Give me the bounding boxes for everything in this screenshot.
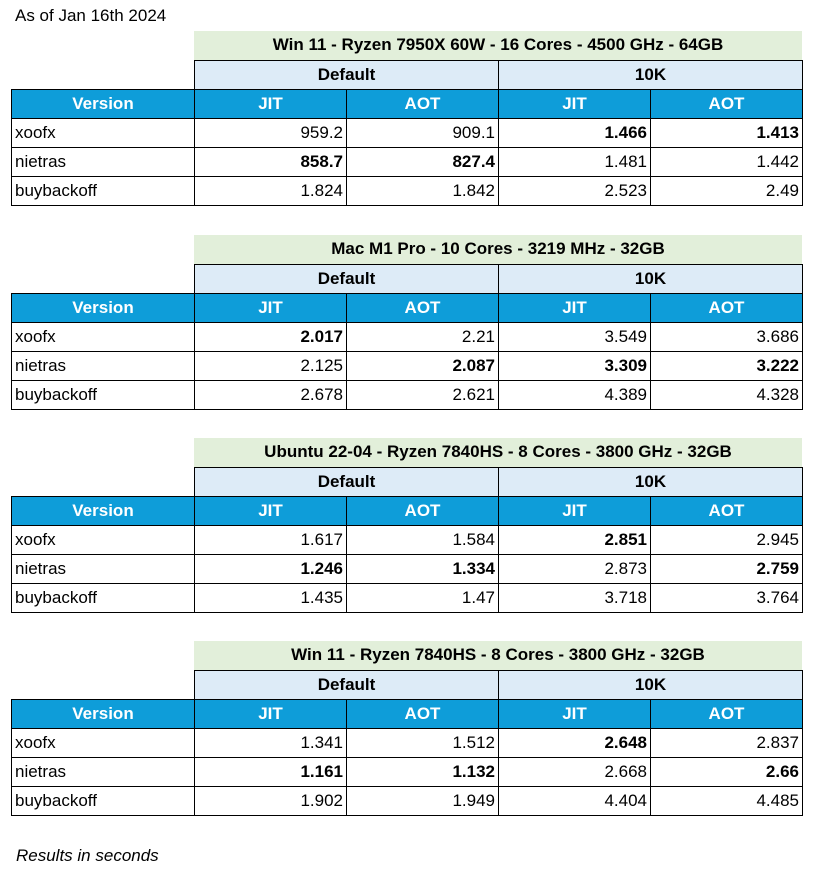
group-header-default: Default xyxy=(194,467,499,497)
group-header-10k: 10K xyxy=(498,467,803,497)
column-header-jit: JIT xyxy=(498,293,651,323)
time-cell: 1.132 xyxy=(346,757,499,787)
time-cell: 1.466 xyxy=(498,118,651,148)
time-cell: 959.2 xyxy=(194,118,347,148)
time-cell: 2.668 xyxy=(498,757,651,787)
time-cell: 1.584 xyxy=(346,525,499,555)
time-cell: 2.621 xyxy=(346,380,499,410)
column-header-aot: AOT xyxy=(346,89,499,119)
version-cell: buybackoff xyxy=(11,786,195,816)
group-header-10k: 10K xyxy=(498,264,803,294)
column-header-version: Version xyxy=(11,496,195,526)
time-cell: 2.087 xyxy=(346,351,499,381)
block-title: Ubuntu 22-04 - Ryzen 7840HS - 8 Cores - … xyxy=(194,438,802,467)
column-header-aot: AOT xyxy=(346,699,499,729)
time-cell: 3.309 xyxy=(498,351,651,381)
time-cell: 3.764 xyxy=(650,583,803,613)
time-cell: 2.49 xyxy=(650,176,803,206)
time-cell: 1.902 xyxy=(194,786,347,816)
time-cell: 2.523 xyxy=(498,176,651,206)
block-title: Mac M1 Pro - 10 Cores - 3219 MHz - 32GB xyxy=(194,235,802,264)
time-cell: 827.4 xyxy=(346,147,499,177)
time-cell: 858.7 xyxy=(194,147,347,177)
column-header-aot: AOT xyxy=(650,699,803,729)
column-header-aot: AOT xyxy=(346,496,499,526)
time-cell: 1.246 xyxy=(194,554,347,584)
time-cell: 2.945 xyxy=(650,525,803,555)
time-cell: 1.512 xyxy=(346,728,499,758)
version-cell: nietras xyxy=(11,757,195,787)
time-cell: 1.842 xyxy=(346,176,499,206)
version-cell: buybackoff xyxy=(11,380,195,410)
time-cell: 4.485 xyxy=(650,786,803,816)
time-cell: 909.1 xyxy=(346,118,499,148)
column-header-jit: JIT xyxy=(194,293,347,323)
column-header-aot: AOT xyxy=(650,293,803,323)
version-cell: buybackoff xyxy=(11,583,195,613)
time-cell: 1.949 xyxy=(346,786,499,816)
version-cell: buybackoff xyxy=(11,176,195,206)
time-cell: 2.125 xyxy=(194,351,347,381)
column-header-jit: JIT xyxy=(498,496,651,526)
column-header-version: Version xyxy=(11,699,195,729)
time-cell: 3.549 xyxy=(498,322,651,352)
column-header-jit: JIT xyxy=(498,699,651,729)
column-header-aot: AOT xyxy=(650,89,803,119)
time-cell: 2.678 xyxy=(194,380,347,410)
time-cell: 1.334 xyxy=(346,554,499,584)
benchmark-block: Win 11 - Ryzen 7950X 60W - 16 Cores - 45… xyxy=(0,31,821,207)
column-header-jit: JIT xyxy=(498,89,651,119)
time-cell: 4.328 xyxy=(650,380,803,410)
group-header-default: Default xyxy=(194,264,499,294)
time-cell: 1.341 xyxy=(194,728,347,758)
column-header-aot: AOT xyxy=(346,293,499,323)
version-cell: xoofx xyxy=(11,118,195,148)
date-note: As of Jan 16th 2024 xyxy=(15,6,167,25)
time-cell: 4.404 xyxy=(498,786,651,816)
column-header-version: Version xyxy=(11,89,195,119)
group-header-default: Default xyxy=(194,60,499,90)
time-cell: 3.686 xyxy=(650,322,803,352)
time-cell: 1.442 xyxy=(650,147,803,177)
time-cell: 2.017 xyxy=(194,322,347,352)
time-cell: 2.873 xyxy=(498,554,651,584)
benchmark-block: Ubuntu 22-04 - Ryzen 7840HS - 8 Cores - … xyxy=(0,438,821,614)
time-cell: 2.759 xyxy=(650,554,803,584)
version-cell: xoofx xyxy=(11,525,195,555)
time-cell: 2.648 xyxy=(498,728,651,758)
column-header-jit: JIT xyxy=(194,699,347,729)
time-cell: 2.837 xyxy=(650,728,803,758)
time-cell: 1.435 xyxy=(194,583,347,613)
block-title: Win 11 - Ryzen 7950X 60W - 16 Cores - 45… xyxy=(194,31,802,60)
time-cell: 2.851 xyxy=(498,525,651,555)
column-header-jit: JIT xyxy=(194,89,347,119)
time-cell: 1.481 xyxy=(498,147,651,177)
time-cell: 1.413 xyxy=(650,118,803,148)
column-header-aot: AOT xyxy=(650,496,803,526)
time-cell: 1.617 xyxy=(194,525,347,555)
version-cell: nietras xyxy=(11,351,195,381)
time-cell: 1.161 xyxy=(194,757,347,787)
time-cell: 2.21 xyxy=(346,322,499,352)
group-header-default: Default xyxy=(194,670,499,700)
group-header-10k: 10K xyxy=(498,670,803,700)
benchmark-block: Win 11 - Ryzen 7840HS - 8 Cores - 3800 G… xyxy=(0,641,821,817)
version-cell: nietras xyxy=(11,554,195,584)
time-cell: 3.718 xyxy=(498,583,651,613)
time-cell: 4.389 xyxy=(498,380,651,410)
version-cell: xoofx xyxy=(11,728,195,758)
column-header-jit: JIT xyxy=(194,496,347,526)
version-cell: nietras xyxy=(11,147,195,177)
benchmark-block: Mac M1 Pro - 10 Cores - 3219 MHz - 32GB D… xyxy=(0,235,821,411)
column-header-version: Version xyxy=(11,293,195,323)
time-cell: 1.824 xyxy=(194,176,347,206)
time-cell: 1.47 xyxy=(346,583,499,613)
time-cell: 3.222 xyxy=(650,351,803,381)
block-title: Win 11 - Ryzen 7840HS - 8 Cores - 3800 G… xyxy=(194,641,802,670)
version-cell: xoofx xyxy=(11,322,195,352)
footnote: Results in seconds xyxy=(16,846,159,865)
group-header-10k: 10K xyxy=(498,60,803,90)
time-cell: 2.66 xyxy=(650,757,803,787)
